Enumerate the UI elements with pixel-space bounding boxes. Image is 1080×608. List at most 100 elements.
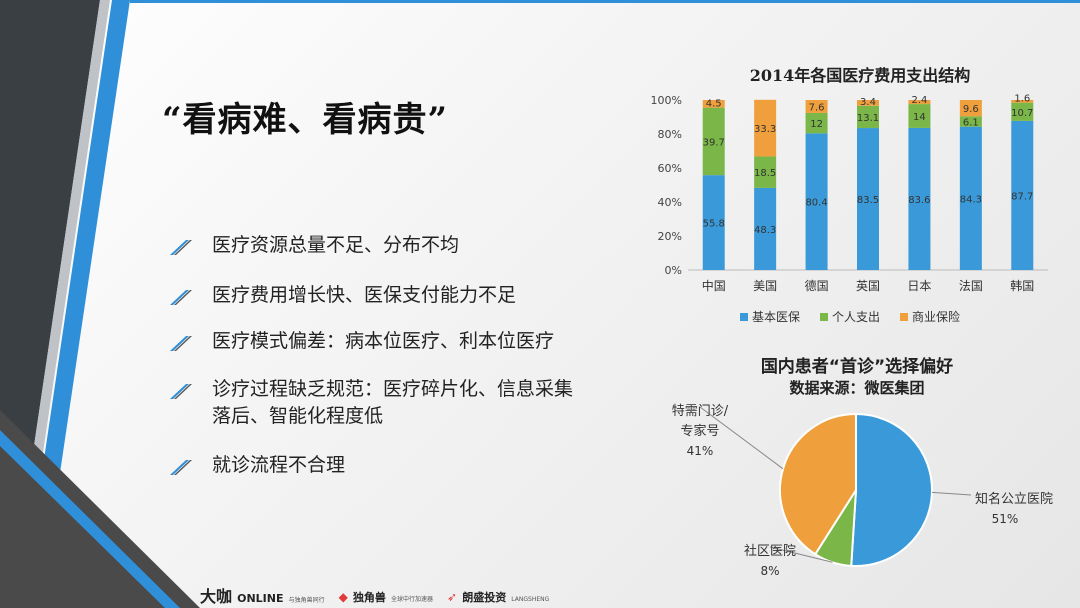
bar-segment (754, 156, 777, 188)
data-label: 4.5 (706, 99, 722, 110)
slash-bullet-icon (170, 240, 192, 255)
data-label: 12 (810, 119, 823, 130)
pie-percent-label: 51% (992, 512, 1019, 526)
x-tick-label: 中国 (702, 278, 726, 293)
bar-segment (959, 116, 982, 127)
x-tick-label: 德国 (805, 278, 829, 293)
langsheng-logo: ➶ 朗盛投资 LANGSHENG (447, 589, 550, 604)
slash-bullet-icon (170, 290, 192, 305)
pie-chart: 知名公立医院 51% 社区医院 8% 特需门诊/专家号 41% (672, 404, 1053, 578)
legend-item: 商业保险 (900, 308, 960, 325)
bar-segment (754, 99, 777, 157)
bar-segment (959, 126, 982, 270)
data-label: 2.4 (911, 95, 927, 106)
data-label: 6.1 (963, 118, 979, 129)
pie-chart-title: 国内患者“首诊”选择偏好 (760, 357, 954, 377)
legend-item: 个人支出 (820, 308, 880, 325)
bar-segment (908, 104, 931, 128)
leader-line (769, 546, 833, 563)
y-tick-label: 20% (658, 230, 682, 243)
legend-label: 基本医保 (752, 310, 801, 324)
data-label: 83.5 (857, 195, 879, 206)
bullet-item: 医疗费用增长快、医保支付能力不足 (168, 282, 608, 309)
y-tick-label: 60% (658, 162, 682, 175)
data-label: 9.6 (963, 104, 979, 115)
x-tick-label: 美国 (753, 279, 777, 293)
slash-bullet-icon (170, 384, 192, 399)
data-label: 13.1 (857, 113, 879, 124)
pie-label: 特需门诊/ (672, 404, 729, 419)
pie-percent-label: 41% (687, 444, 714, 458)
data-label: 3.4 (860, 97, 876, 108)
x-tick-label: 日本 (907, 279, 931, 293)
bullet-item: 医疗模式偏差：病本位医疗、利本位医疗 (168, 328, 608, 355)
data-label: 55.8 (703, 219, 725, 230)
bullet-text: 诊疗过程缺乏规范：医疗碎片化、信息采集落后、智能化程度低 (212, 378, 574, 427)
data-label: 84.3 (960, 194, 982, 205)
bar-segment (1011, 120, 1034, 270)
bullet-text: 医疗费用增长快、医保支付能力不足 (212, 284, 517, 306)
legend-swatch (820, 312, 829, 321)
pie-percent-label: 8% (760, 564, 779, 578)
data-label: 87.7 (1011, 191, 1033, 202)
bar-segment (805, 112, 828, 134)
data-label: 33.3 (754, 124, 776, 135)
dujiaoshou-logo: ◆ 独角兽 全球中行加速器 (338, 589, 434, 604)
pie-slice (850, 412, 933, 567)
pie-slice (779, 412, 857, 556)
legend-swatch (900, 312, 909, 321)
pie-label: 知名公立医院 (975, 491, 1053, 507)
leader-line (699, 406, 784, 470)
bar-chart-legend: 基本医保 个人支出 商业保险 (740, 308, 960, 325)
bar-segment (857, 105, 879, 129)
legend-label: 个人支出 (832, 310, 881, 324)
bullet-item: 诊疗过程缺乏规范：医疗碎片化、信息采集落后、智能化程度低 (168, 376, 588, 430)
data-label: 7.6 (809, 102, 825, 113)
bar-segment (702, 100, 725, 108)
bullet-item: 医疗资源总量不足、分布不均 (168, 232, 608, 259)
bar-segment (959, 100, 982, 117)
bullet-text: 医疗模式偏差：病本位医疗、利本位医疗 (212, 330, 555, 352)
data-label: 80.4 (805, 198, 827, 209)
pie-label: 专家号 (680, 423, 719, 439)
legend-swatch (740, 312, 748, 321)
data-label: 1.6 (1014, 94, 1030, 105)
x-tick-label: 英国 (856, 279, 880, 293)
x-tick-label: 韩国 (1010, 278, 1034, 293)
y-tick-label: 40% (658, 196, 682, 209)
data-label: 10.7 (1011, 108, 1033, 119)
y-tick-label: 100% (651, 94, 682, 107)
bar-segment (805, 133, 828, 270)
y-tick-label: 0% (665, 264, 682, 277)
data-label: 14 (913, 112, 926, 123)
x-tick-label: 法国 (959, 279, 983, 293)
slash-bullet-icon (170, 460, 192, 475)
bar-segment (1011, 102, 1034, 121)
footer-logos: 大咖 ONLINE 与独角兽同行 ◆ 独角兽 全球中行加速器 ➶ 朗盛投资 LA… (200, 582, 549, 608)
pie-chart-subtitle: 数据来源：微医集团 (789, 379, 925, 397)
y-tick-label: 80% (658, 128, 682, 141)
bar-segment (908, 127, 931, 270)
bar-segment (702, 175, 725, 270)
bar-segment (702, 107, 725, 176)
dujiaoshou-mark-icon: ◆ (338, 589, 348, 604)
bar-segment (805, 100, 828, 113)
bar-segment (1011, 100, 1034, 103)
pie-label: 社区医院 (744, 543, 796, 559)
legend-label: 商业保险 (912, 310, 961, 324)
data-label: 48.3 (754, 225, 776, 236)
leader-line (931, 491, 972, 496)
bullet-item: 就诊流程不合理 (168, 452, 608, 479)
data-label: 83.6 (908, 195, 930, 206)
slide-title: “看病难、看病贵” (162, 100, 449, 140)
bar-segment (908, 100, 931, 105)
bullet-text: 医疗资源总量不足、分布不均 (212, 234, 460, 256)
bar-segment (754, 187, 777, 270)
bar-segment (857, 128, 879, 270)
data-label: 39.7 (703, 137, 725, 148)
bar-chart: 0% 20% 40% 60% 80% 100% 55.8 39.7 4.5 中国 48.3 18.5 3… (651, 94, 1048, 293)
bar-chart-title: 2014年各国医疗费用支出结构 (749, 66, 971, 85)
data-label: 18.5 (754, 168, 776, 179)
